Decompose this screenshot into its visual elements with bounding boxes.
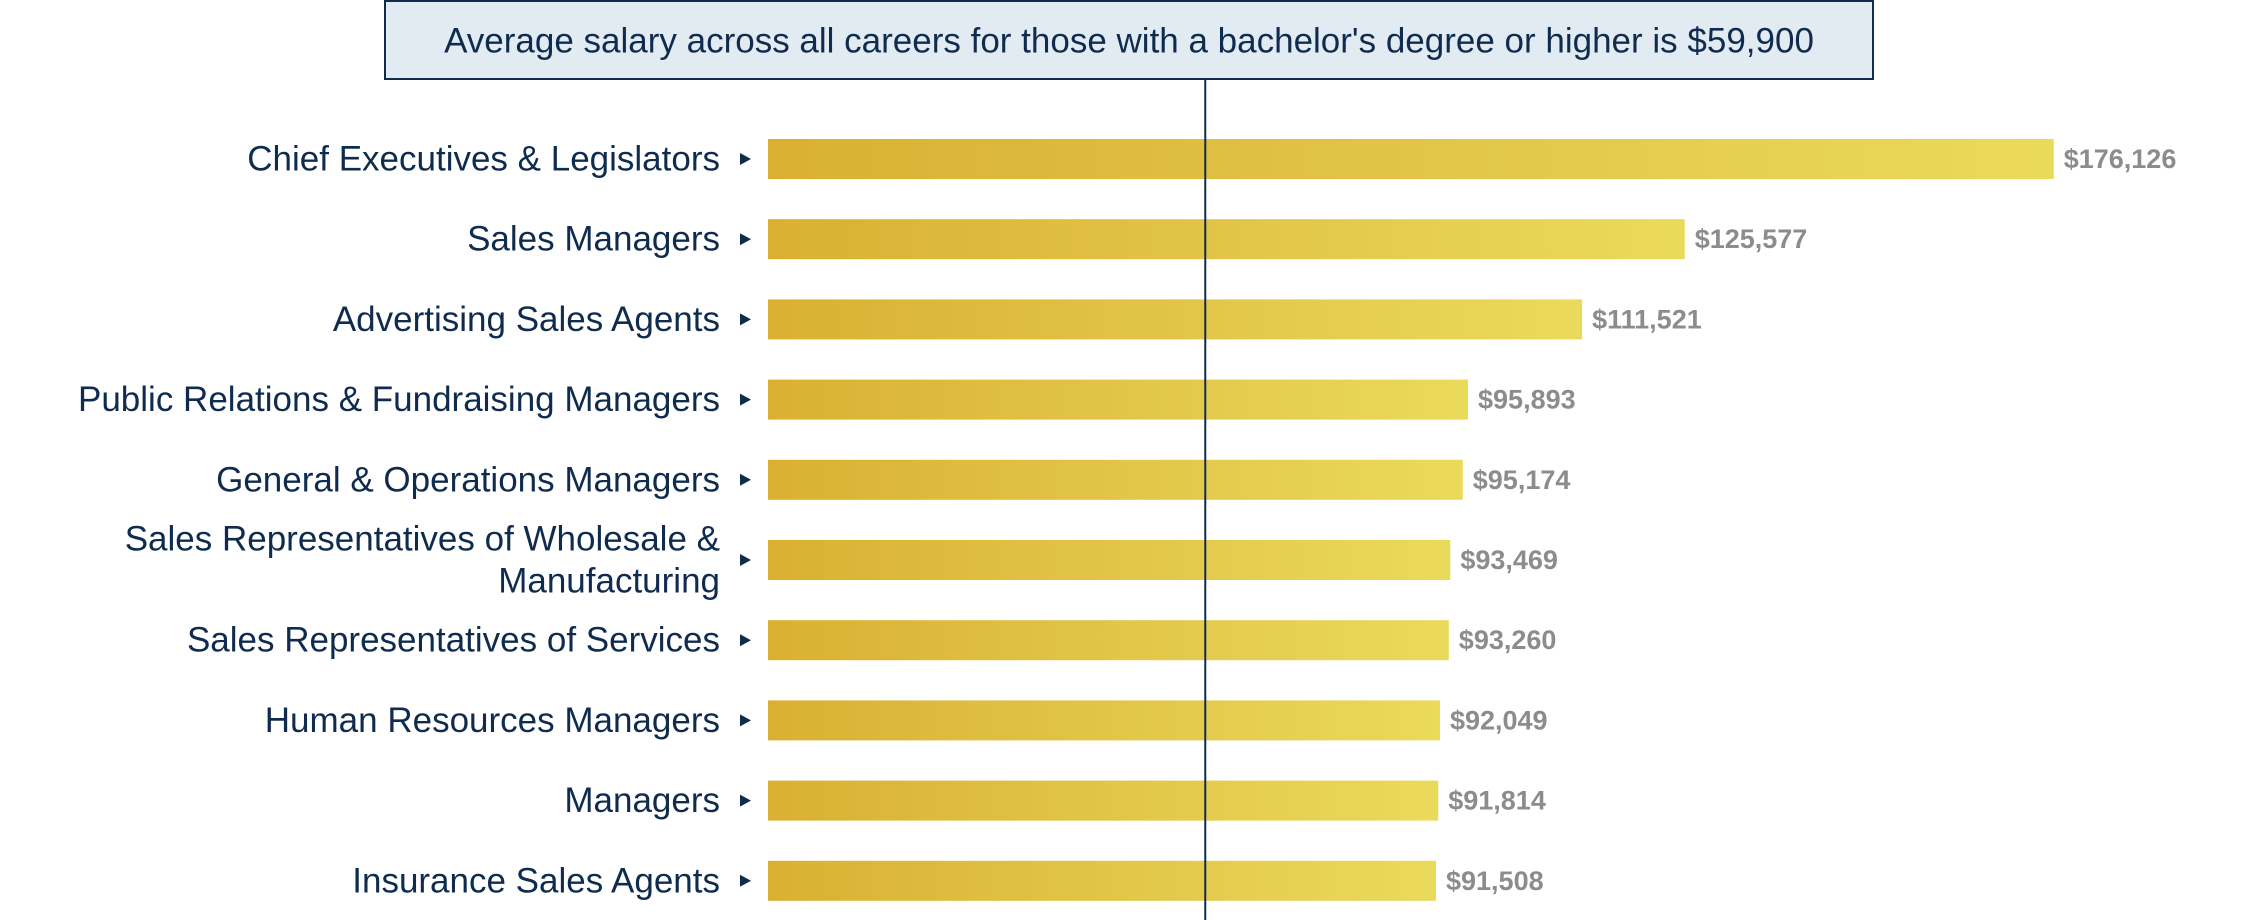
category-label: Sales Representatives of Services bbox=[187, 621, 720, 660]
category-label-line: Sales Representatives of Services bbox=[187, 621, 720, 660]
value-label: $125,577 bbox=[1695, 224, 1808, 254]
category-label-line: Managers bbox=[564, 781, 720, 820]
category-label: General & Operations Managers bbox=[216, 460, 720, 499]
value-label: $93,260 bbox=[1459, 625, 1557, 655]
category-label-line: Sales Representatives of Wholesale & bbox=[125, 520, 720, 559]
value-label: $93,469 bbox=[1460, 545, 1558, 575]
value-label: $92,049 bbox=[1450, 705, 1548, 735]
bar bbox=[768, 860, 1437, 901]
reference-line-group: Average salary across all careers for th… bbox=[384, 0, 1874, 920]
average-annotation-box bbox=[384, 0, 1874, 80]
category-label-line: Human Resources Managers bbox=[265, 701, 720, 740]
bars-layer bbox=[768, 139, 2054, 901]
value-labels: $176,126 $125,577 $111,521 $95,893 $95,174 $9… bbox=[1446, 144, 2176, 896]
bar bbox=[768, 219, 1685, 260]
value-label: $91,814 bbox=[1448, 786, 1546, 816]
triangle-marker-icon bbox=[740, 473, 751, 486]
value-label: $95,893 bbox=[1478, 385, 1576, 415]
category-label: Insurance Sales Agents bbox=[352, 861, 720, 900]
value-label: $95,174 bbox=[1473, 465, 1571, 495]
triangle-marker-icon bbox=[740, 634, 751, 647]
average-annotation-text: Average salary across all careers for th… bbox=[444, 22, 1814, 61]
bar bbox=[768, 620, 1449, 661]
category-label-line: Manufacturing bbox=[498, 562, 720, 601]
bar bbox=[768, 379, 1469, 420]
triangle-marker-icon bbox=[740, 794, 751, 807]
bar bbox=[768, 139, 2054, 179]
category-label-line: Sales Managers bbox=[467, 220, 720, 259]
category-label: Sales Managers bbox=[467, 220, 720, 259]
value-label: $111,521 bbox=[1592, 304, 1702, 334]
triangle-marker-icon bbox=[740, 714, 751, 727]
bar bbox=[768, 299, 1583, 340]
category-label-line: General & Operations Managers bbox=[216, 460, 720, 499]
category-label-line: Insurance Sales Agents bbox=[352, 861, 720, 900]
value-label: $91,508 bbox=[1446, 866, 1544, 896]
triangle-marker-icon bbox=[740, 313, 751, 326]
bar bbox=[768, 540, 1451, 580]
triangle-marker-icon bbox=[740, 874, 751, 887]
triangle-marker-icon bbox=[740, 554, 751, 566]
triangle-marker-icon bbox=[740, 233, 751, 246]
category-label: Human Resources Managers bbox=[265, 701, 720, 740]
bar bbox=[768, 700, 1440, 741]
category-labels: Chief Executives & Legislators Sales Mana… bbox=[78, 140, 751, 900]
bar bbox=[768, 459, 1463, 500]
triangle-marker-icon bbox=[740, 393, 751, 406]
category-label: Managers bbox=[564, 781, 720, 820]
category-label-line: Chief Executives & Legislators bbox=[247, 140, 720, 179]
category-label: Public Relations & Fundraising Managers bbox=[78, 380, 720, 419]
category-label: Sales Representatives of Wholesale & Manu… bbox=[125, 520, 720, 601]
category-label: Chief Executives & Legislators bbox=[247, 140, 720, 179]
category-label-line: Public Relations & Fundraising Managers bbox=[78, 380, 720, 419]
category-label-line: Advertising Sales Agents bbox=[333, 300, 720, 339]
category-label: Advertising Sales Agents bbox=[333, 300, 720, 339]
triangle-marker-icon bbox=[740, 153, 751, 165]
value-label: $176,126 bbox=[2064, 144, 2177, 174]
bar bbox=[768, 780, 1439, 821]
